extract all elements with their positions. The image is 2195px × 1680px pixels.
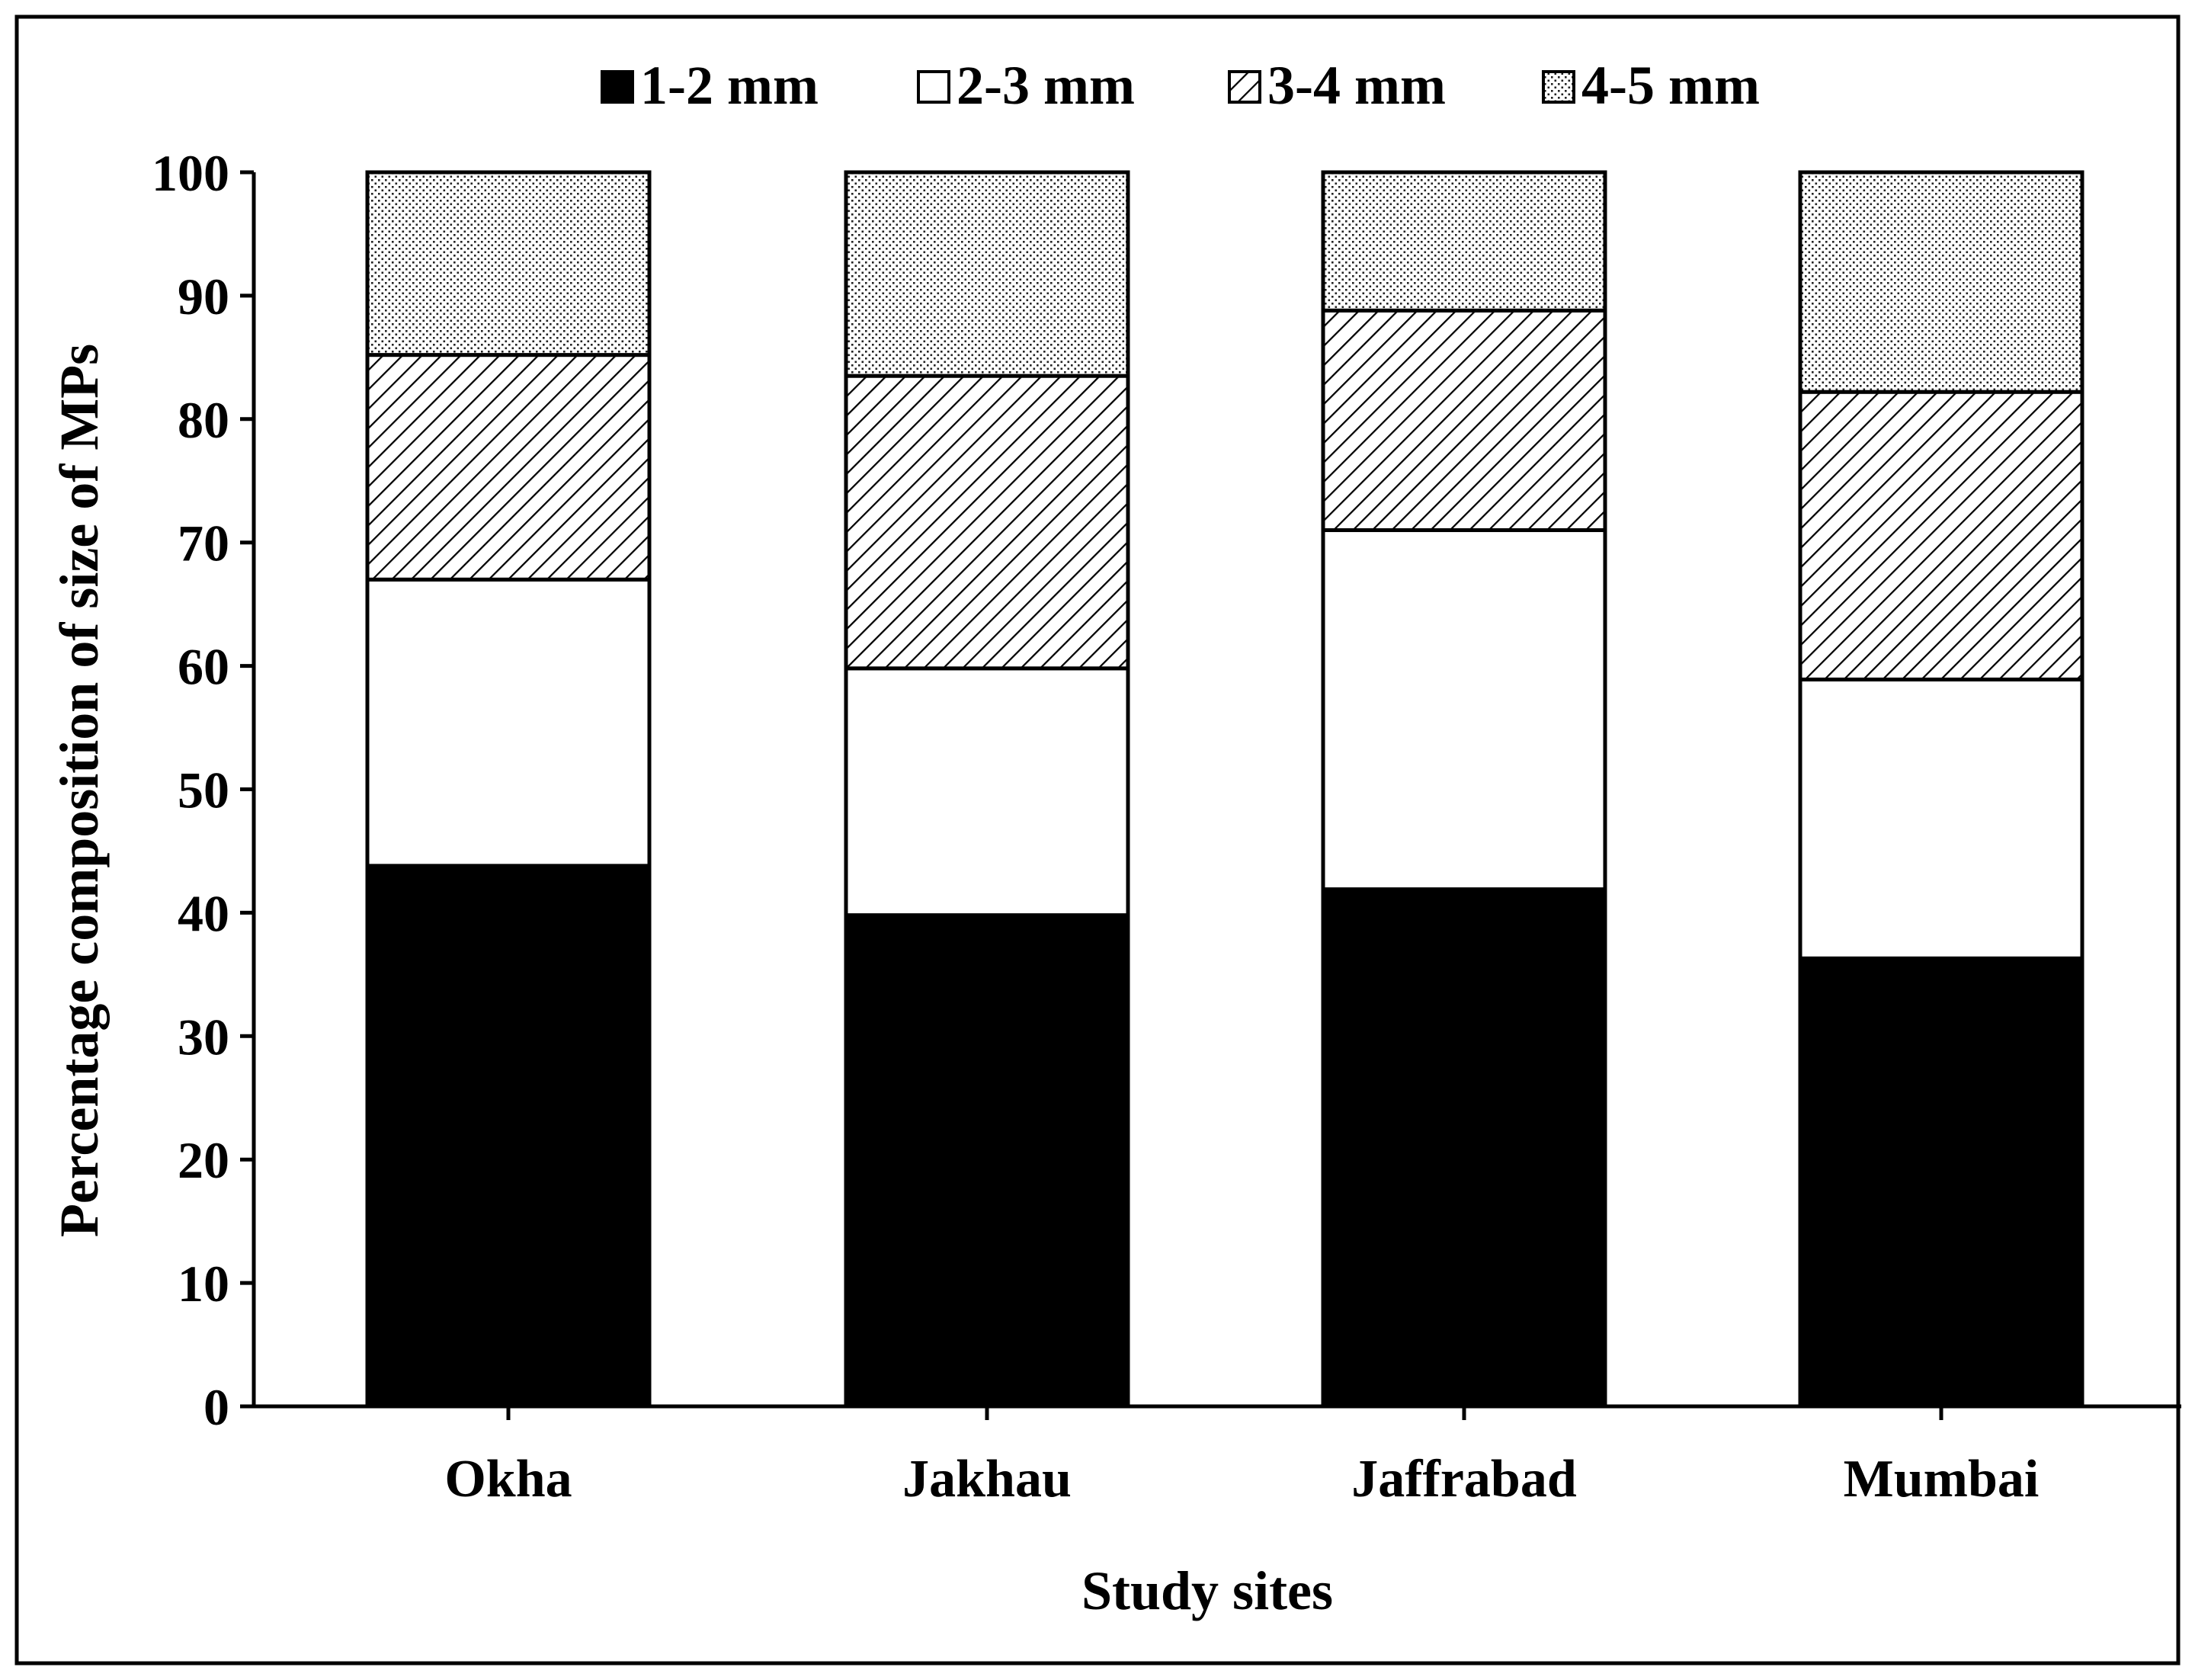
bar-segment-jaffrabad-1-2-mm bbox=[1321, 887, 1607, 1409]
legend-label-4-5-mm: 4-5 mm bbox=[1581, 55, 1760, 116]
legend: 1-2 mm 2-3 mm 3-4 mm 4-5 mm bbox=[601, 55, 1760, 116]
legend-label-2-3-mm: 2-3 mm bbox=[957, 55, 1135, 116]
legend-label-3-4-mm: 3-4 mm bbox=[1267, 55, 1446, 116]
bar-segment-jaffrabad-3-4-mm bbox=[1321, 308, 1607, 533]
y-tick-label: 100 bbox=[152, 144, 229, 202]
y-tick-label: 20 bbox=[178, 1131, 229, 1189]
bar-segment-jaffrabad-4-5-mm bbox=[1321, 170, 1607, 313]
y-tick-label: 90 bbox=[178, 268, 229, 325]
legend-swatch-4-5-mm bbox=[1542, 70, 1575, 104]
legend-label-1-2-mm: 1-2 mm bbox=[640, 55, 819, 116]
bar-segment-okha-4-5-mm bbox=[365, 170, 652, 357]
bar-segment-okha-2-3-mm bbox=[365, 577, 652, 868]
y-tick-label: 0 bbox=[203, 1378, 229, 1436]
x-axis-ticks: Okha Jakhau Jaffrabad Mumbai bbox=[444, 1406, 2039, 1508]
x-tick-label-okha: Okha bbox=[444, 1450, 572, 1508]
bar-segment-jakhau-3-4-mm bbox=[844, 374, 1130, 671]
x-tick-label-mumbai: Mumbai bbox=[1844, 1450, 2040, 1508]
y-tick-label: 10 bbox=[178, 1255, 229, 1313]
y-tick-label: 60 bbox=[178, 638, 229, 696]
bar-stacks bbox=[365, 170, 2084, 1409]
legend-swatch-3-4-mm bbox=[1228, 70, 1261, 104]
x-tick-label-jaffrabad: Jaffrabad bbox=[1351, 1450, 1577, 1508]
bar-segment-jakhau-1-2-mm bbox=[844, 913, 1130, 1409]
y-tick-label: 40 bbox=[178, 884, 229, 942]
y-tick-label: 30 bbox=[178, 1008, 229, 1066]
bar-segment-mumbai-2-3-mm bbox=[1798, 677, 2084, 960]
bar-segment-jakhau-4-5-mm bbox=[844, 170, 1130, 378]
bar-segment-mumbai-4-5-mm bbox=[1798, 170, 2084, 394]
y-axis-ticks: 0 10 20 30 40 50 60 70 80 90 100 bbox=[152, 144, 254, 1436]
legend-swatch-2-3-mm bbox=[917, 70, 950, 104]
y-tick-label: 80 bbox=[178, 391, 229, 449]
x-axis-title: Study sites bbox=[1081, 1560, 1333, 1621]
legend-swatch-1-2-mm bbox=[601, 70, 634, 104]
bar-segment-okha-3-4-mm bbox=[365, 353, 652, 582]
bar-segment-mumbai-1-2-mm bbox=[1798, 956, 2084, 1409]
y-tick-label: 70 bbox=[178, 515, 229, 572]
bar-segment-jakhau-2-3-mm bbox=[844, 666, 1130, 918]
bar-segment-jaffrabad-2-3-mm bbox=[1321, 528, 1607, 892]
bar-segment-mumbai-3-4-mm bbox=[1798, 390, 2084, 681]
bar-segment-okha-1-2-mm bbox=[365, 864, 652, 1409]
y-axis-title: Percentage composition of size of MPs bbox=[49, 344, 110, 1237]
x-tick-label-jakhau: Jakhau bbox=[902, 1450, 1072, 1508]
y-tick-label: 50 bbox=[178, 761, 229, 819]
